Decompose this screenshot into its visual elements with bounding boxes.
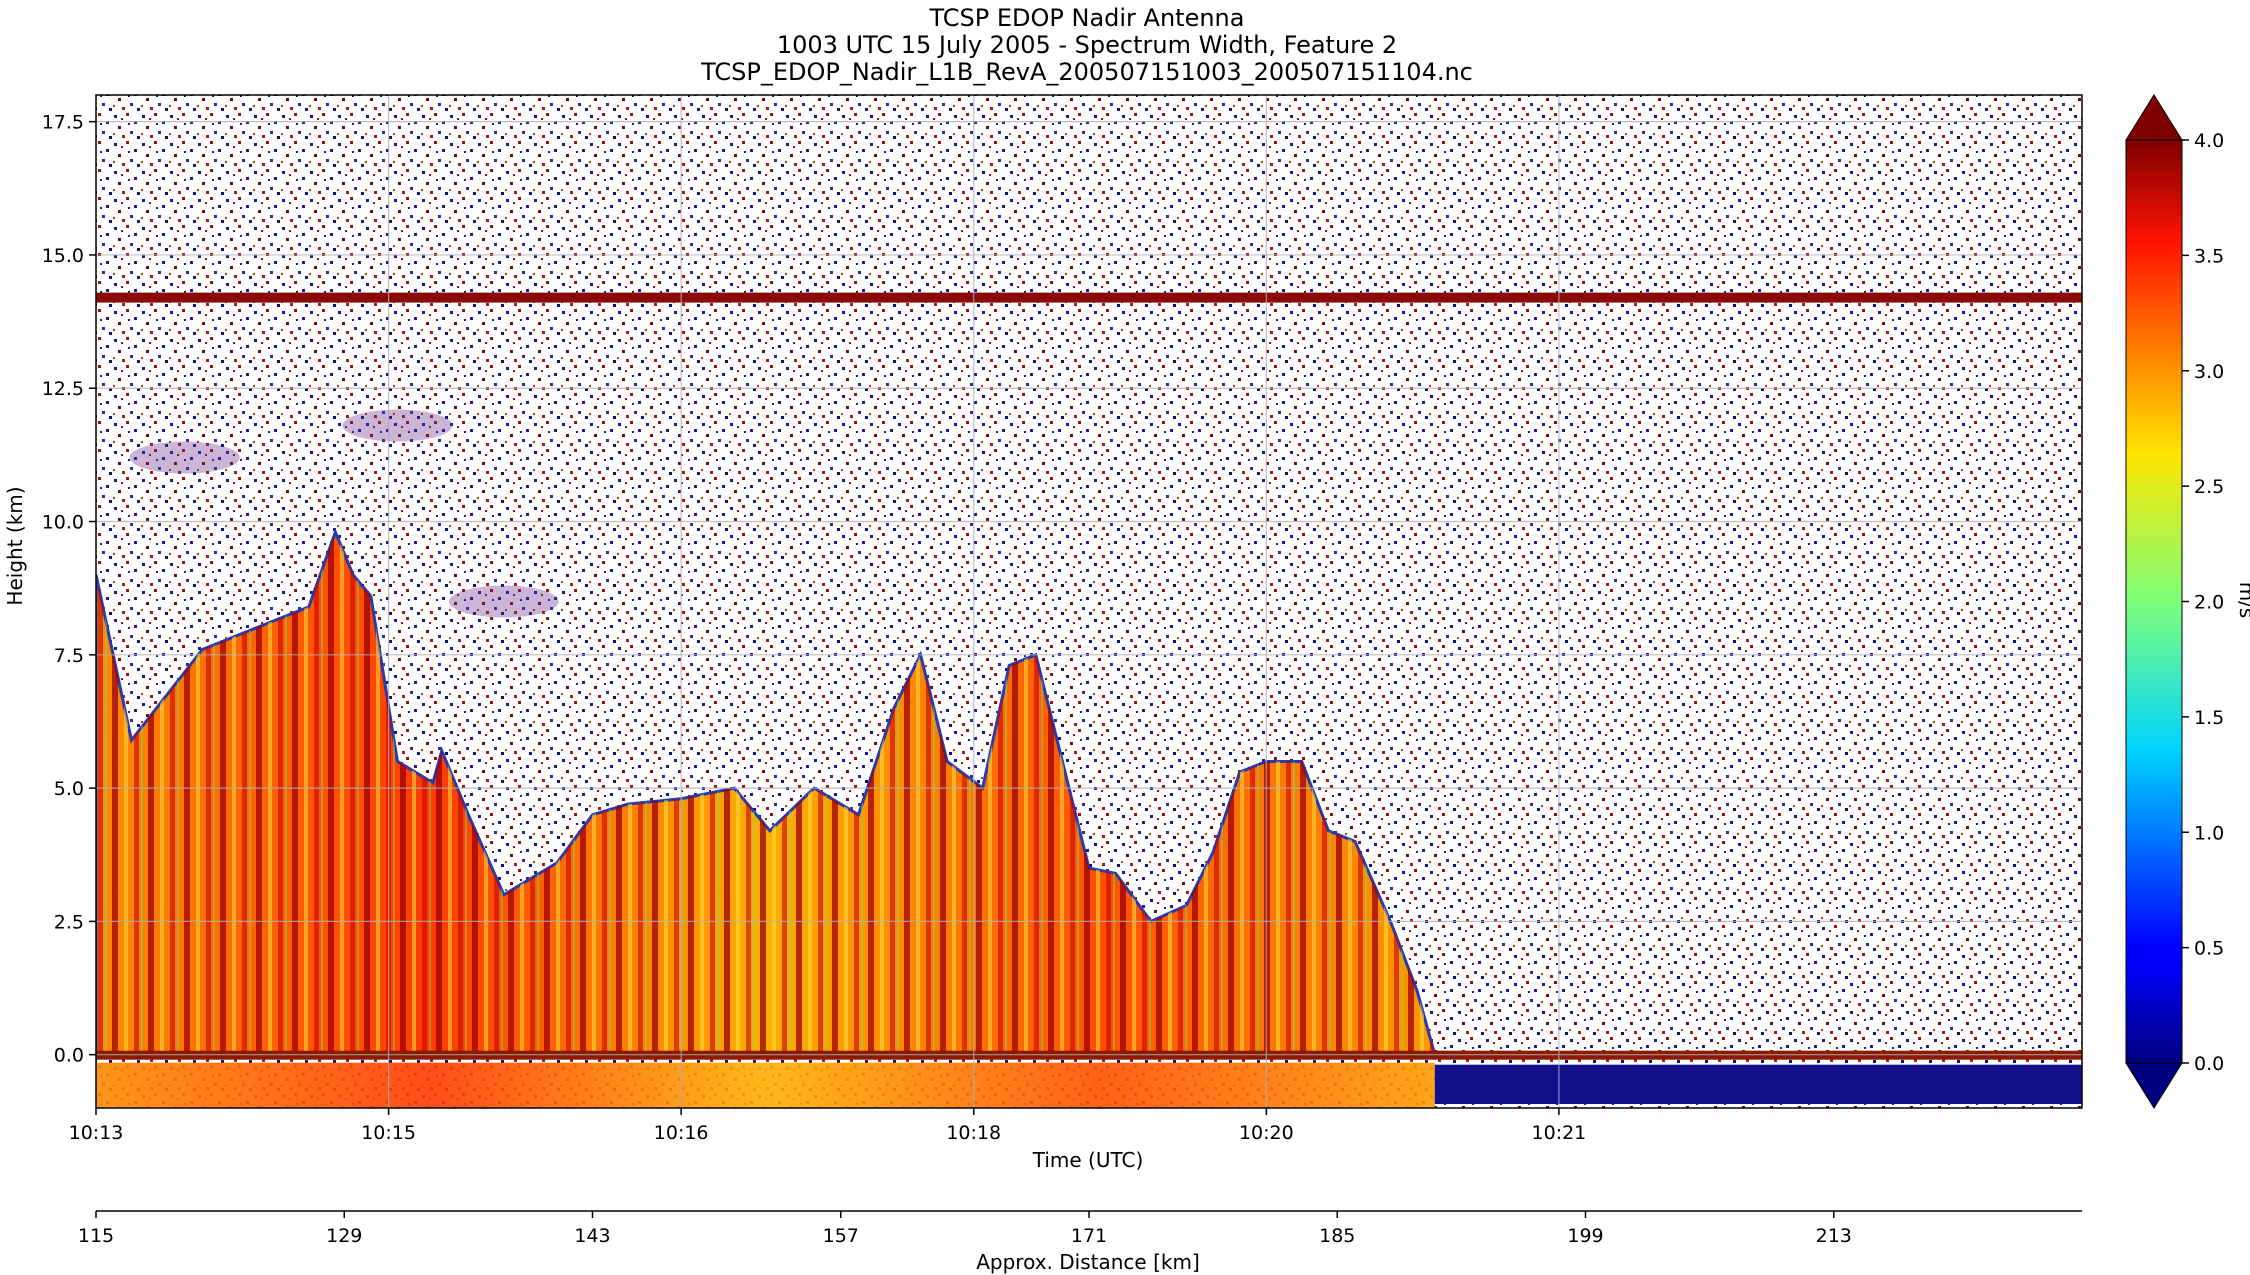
colorbar: 0.0 0.5 1.0 1.5 2.0 2.5 3.0 3.5 4.0 [2125, 94, 2224, 1109]
distance-axis-label: Approx. Distance [km] [976, 1250, 1200, 1274]
y-tick-label: 12.5 [42, 378, 84, 400]
x-tick-label: 10:20 [1239, 1122, 1294, 1144]
distance-tick-label: 171 [1071, 1225, 1107, 1247]
grid-lines [95, 95, 2082, 1108]
x-axis-distance: 115 129 143 157 171 185 199 213 [78, 1210, 2082, 1247]
distance-tick-label: 185 [1319, 1225, 1355, 1247]
y-tick-label: 0.0 [54, 1045, 84, 1067]
subsurface-echo-right [1434, 1064, 2082, 1104]
x-tick-label: 10:13 [69, 1122, 124, 1144]
y-axis: 0.0 2.5 5.0 7.5 10.0 12.5 15.0 17.5 [42, 112, 96, 1067]
chart-title-line-2: 1003 UTC 15 July 2005 - Spectrum Width, … [777, 31, 1397, 59]
y-tick-label: 2.5 [54, 911, 84, 933]
distance-tick-label: 213 [1816, 1225, 1852, 1247]
colorbar-tick-label: 0.5 [2194, 938, 2224, 960]
y-tick-label: 10.0 [42, 512, 84, 534]
colorbar-tick-label: 2.0 [2194, 592, 2224, 614]
colorbar-label: m/s [2235, 582, 2250, 619]
colorbar-tick-label: 0.0 [2194, 1053, 2224, 1075]
x-tick-label: 10:16 [654, 1122, 709, 1144]
plot-frame [95, 94, 2083, 1109]
y-tick-label: 15.0 [42, 245, 84, 267]
distance-tick-label: 199 [1567, 1225, 1603, 1247]
cirrus-patch [342, 409, 453, 442]
distance-tick-label: 157 [823, 1225, 859, 1247]
y-tick-label: 7.5 [54, 645, 84, 667]
convective-echo-layer [96, 528, 1437, 1057]
colorbar-extend-min [2125, 1062, 2183, 1109]
colorbar-tick-label: 2.5 [2194, 476, 2224, 498]
x-tick-label: 10:18 [946, 1122, 1001, 1144]
y-axis-label: Height (km) [3, 486, 27, 605]
chart-title-line-3: TCSP_EDOP_Nadir_L1B_RevA_200507151003_20… [700, 58, 1473, 86]
cirrus-layer [129, 409, 559, 618]
x-axis-time: 10:13 10:15 10:16 10:18 10:20 10:21 [69, 1108, 1587, 1144]
y-tick-label: 5.0 [54, 778, 84, 800]
x-tick-label: 10:21 [1532, 1122, 1587, 1144]
x-tick-label: 10:15 [361, 1122, 416, 1144]
cirrus-patch [129, 441, 240, 474]
cirrus-patch [448, 585, 559, 618]
plot-area [95, 94, 2083, 1109]
distance-tick-label: 143 [574, 1225, 610, 1247]
colorbar-gradient [2125, 139, 2183, 1064]
subsurface-echo-left [96, 1062, 1435, 1108]
colorbar-tick-label: 4.0 [2194, 130, 2224, 152]
chart-title-line-1: TCSP EDOP Nadir Antenna [929, 4, 1245, 32]
upper-bright-band [96, 292, 2082, 303]
y-tick-label: 17.5 [42, 112, 84, 134]
colorbar-tick-label: 1.5 [2194, 707, 2224, 729]
colorbar-tick-label: 3.5 [2194, 245, 2224, 267]
colorbar-extend-max [2125, 94, 2183, 141]
distance-tick-label: 115 [78, 1225, 114, 1247]
distance-tick-label: 129 [326, 1225, 362, 1247]
colorbar-tick-label: 3.0 [2194, 361, 2224, 383]
colorbar-tick-label: 1.0 [2194, 822, 2224, 844]
convective-echo-streaks [96, 532, 1435, 1055]
x-axis-label: Time (UTC) [1032, 1148, 1144, 1172]
